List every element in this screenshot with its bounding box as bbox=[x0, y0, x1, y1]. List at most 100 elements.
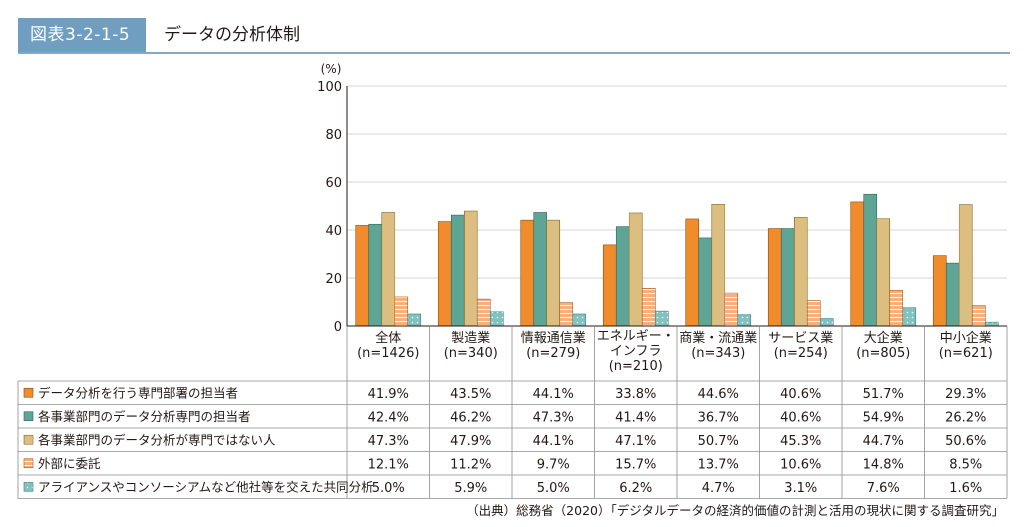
legend-label: 各事業部門のデータ分析専門の担当者 bbox=[38, 409, 251, 424]
bar-s2-c5 bbox=[793, 216, 808, 327]
data-label: 8.5% bbox=[949, 457, 982, 472]
data-label: 29.3% bbox=[945, 387, 986, 402]
bar-s1-c7 bbox=[945, 262, 960, 327]
data-label: 41.4% bbox=[615, 410, 656, 425]
category-label: 商業・流通業 bbox=[679, 330, 757, 346]
bar-s0-c3 bbox=[602, 244, 617, 327]
y-tick-label: 0 bbox=[334, 320, 342, 335]
category-label: サービス業 bbox=[768, 330, 833, 346]
data-label: 47.1% bbox=[615, 434, 656, 449]
bar-s1-c5 bbox=[780, 228, 795, 327]
bar-s3-c4 bbox=[724, 292, 739, 327]
data-label: 6.2% bbox=[619, 481, 652, 496]
data-label: 5.9% bbox=[454, 481, 487, 496]
figure-header: 図表3-2-1-5 データの分析体制 bbox=[18, 18, 1010, 54]
category-label: (n=621) bbox=[939, 346, 993, 361]
data-label: 7.6% bbox=[867, 481, 900, 496]
bar-s1-c2 bbox=[533, 212, 548, 327]
bar-s3-c6 bbox=[889, 290, 904, 327]
data-label: 45.3% bbox=[780, 434, 821, 449]
bar-s3-c5 bbox=[806, 300, 821, 327]
category-label: (n=210) bbox=[609, 359, 663, 374]
data-table: 全体(n=1426) 製造業(n=340) 情報通信業(n=279) エネルギー・イン… bbox=[17, 325, 1008, 499]
data-label: 12.1% bbox=[368, 457, 409, 472]
category-label: (n=805) bbox=[856, 346, 910, 361]
bar-s2-c3 bbox=[628, 212, 643, 327]
data-label: 47.9% bbox=[450, 434, 491, 449]
data-label: 54.9% bbox=[863, 410, 904, 425]
data-label: 9.7% bbox=[537, 457, 570, 472]
data-label: 3.1% bbox=[784, 481, 817, 496]
bar-s4-c7 bbox=[984, 321, 999, 327]
data-label: 5.0% bbox=[537, 481, 570, 496]
data-label: 44.1% bbox=[533, 434, 574, 449]
data-label: 47.3% bbox=[368, 434, 409, 449]
data-label: 51.7% bbox=[863, 387, 904, 402]
bar-s4-c5 bbox=[819, 318, 834, 327]
category-label: (n=1426) bbox=[357, 346, 419, 361]
bar-s4-c6 bbox=[902, 307, 917, 327]
y-tick-label: 60 bbox=[325, 176, 342, 191]
data-label: 4.7% bbox=[702, 481, 735, 496]
data-label: 13.7% bbox=[698, 457, 739, 472]
figure-number: 図表3-2-1-5 bbox=[18, 18, 146, 52]
bar-s3-c0 bbox=[394, 296, 409, 327]
data-label: 40.6% bbox=[780, 410, 821, 425]
data-label: 47.3% bbox=[533, 410, 574, 425]
y-tick-label: 80 bbox=[325, 128, 342, 143]
data-label: 41.9% bbox=[368, 387, 409, 402]
bar-s1-c6 bbox=[863, 193, 878, 327]
bar-s1-c0 bbox=[368, 223, 383, 327]
category-label: (n=279) bbox=[526, 346, 580, 361]
data-label: 44.1% bbox=[533, 387, 574, 402]
data-label: 44.7% bbox=[863, 434, 904, 449]
category-label: 大企業 bbox=[864, 330, 903, 346]
legend-swatch bbox=[23, 434, 34, 445]
legend-label: データ分析を行う専門部署の担当者 bbox=[38, 385, 238, 400]
bar-s2-c4 bbox=[711, 204, 726, 327]
bar-s3-c3 bbox=[641, 288, 656, 327]
bar-s3-c7 bbox=[971, 305, 986, 327]
bar-s2-c0 bbox=[381, 212, 396, 327]
bar-s0-c6 bbox=[850, 201, 865, 327]
bar-s0-c2 bbox=[520, 219, 535, 327]
bar-s1-c4 bbox=[698, 237, 713, 327]
legend-swatch bbox=[23, 387, 34, 398]
data-label: 33.8% bbox=[615, 387, 656, 402]
source-note: （出典）総務省（2020）「デジタルデータの経済的価値の計測と活用の現状に関する… bbox=[466, 503, 1004, 518]
data-label: 14.8% bbox=[863, 457, 904, 472]
bar-chart: 0 20 40 60 80 100 (%) 全体(n=1426) 製造業(n=340) 情報通信… bbox=[17, 62, 1008, 499]
bar-s3-c1 bbox=[476, 298, 491, 327]
data-label: 43.5% bbox=[450, 387, 491, 402]
category-label: 情報通信業 bbox=[521, 330, 586, 346]
legend-swatch bbox=[23, 481, 34, 492]
category-label: エネルギー・ bbox=[597, 329, 675, 344]
data-label: 10.6% bbox=[780, 457, 821, 472]
bar-s4-c1 bbox=[489, 311, 504, 327]
bar-s4-c0 bbox=[407, 313, 422, 327]
category-label: (n=343) bbox=[691, 346, 745, 361]
bar-s1-c1 bbox=[450, 214, 465, 327]
data-label: 1.6% bbox=[949, 481, 982, 496]
y-tick-label: 20 bbox=[325, 272, 342, 287]
figure-title: データの分析体制 bbox=[164, 25, 300, 45]
data-label: 5.0% bbox=[372, 481, 405, 496]
data-label: 15.7% bbox=[615, 457, 656, 472]
category-label: (n=254) bbox=[774, 346, 828, 361]
category-label: 製造業 bbox=[451, 330, 490, 346]
legend-label: 外部に委託 bbox=[38, 456, 101, 471]
data-label: 11.2% bbox=[450, 457, 491, 472]
category-label: インフラ bbox=[610, 344, 662, 359]
bar-s2-c2 bbox=[546, 219, 561, 327]
bar-s2-c1 bbox=[463, 210, 478, 327]
bar-s0-c0 bbox=[355, 225, 370, 327]
data-label: 26.2% bbox=[945, 410, 986, 425]
data-label: 50.7% bbox=[698, 434, 739, 449]
y-tick-label: 40 bbox=[325, 224, 342, 239]
y-axis-label: (%) bbox=[321, 62, 342, 76]
y-tick-label: 100 bbox=[317, 80, 342, 95]
data-label: 50.6% bbox=[945, 434, 986, 449]
bar-s0-c5 bbox=[767, 228, 782, 327]
data-label: 44.6% bbox=[698, 387, 739, 402]
legend-label: アライアンスやコンソーシアムなど他社等を交えた共同分析 bbox=[38, 479, 374, 494]
